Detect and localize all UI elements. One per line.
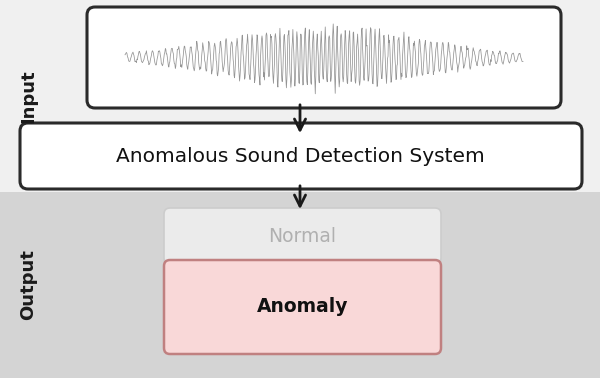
- Bar: [0, 0, 600, 192]
- Text: Normal: Normal: [269, 226, 337, 245]
- Text: Input: Input: [19, 69, 37, 123]
- FancyBboxPatch shape: [20, 123, 582, 189]
- FancyBboxPatch shape: [164, 208, 441, 264]
- Text: Output: Output: [19, 249, 37, 321]
- FancyBboxPatch shape: [164, 260, 441, 354]
- Bar: [0, 192, 600, 378]
- Text: Anomaly: Anomaly: [257, 297, 348, 316]
- FancyBboxPatch shape: [87, 7, 561, 108]
- Text: Anomalous Sound Detection System: Anomalous Sound Detection System: [116, 147, 484, 166]
